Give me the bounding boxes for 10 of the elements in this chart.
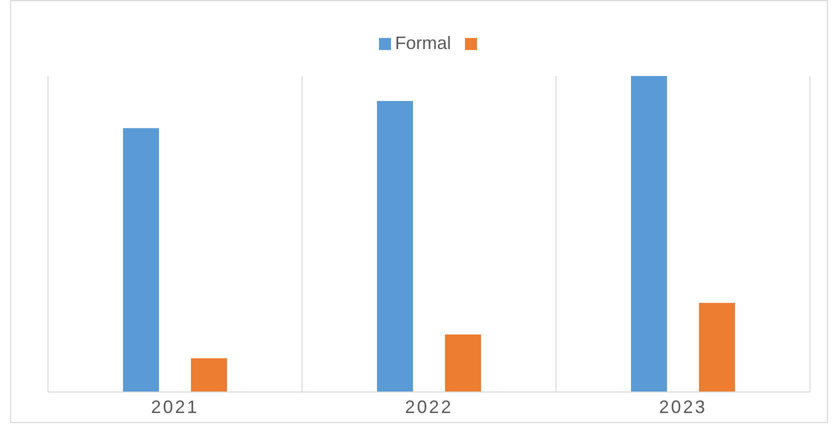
x-tick-label: 2023 xyxy=(658,396,708,417)
bar xyxy=(123,128,159,392)
legend-label: Formal xyxy=(394,33,451,54)
x-tick-label: 2022 xyxy=(404,396,454,417)
bar xyxy=(377,100,413,392)
bar xyxy=(445,334,481,392)
bar xyxy=(631,76,667,392)
bar xyxy=(191,358,227,392)
x-tick-label: 2021 xyxy=(150,396,200,417)
bar xyxy=(699,302,735,392)
